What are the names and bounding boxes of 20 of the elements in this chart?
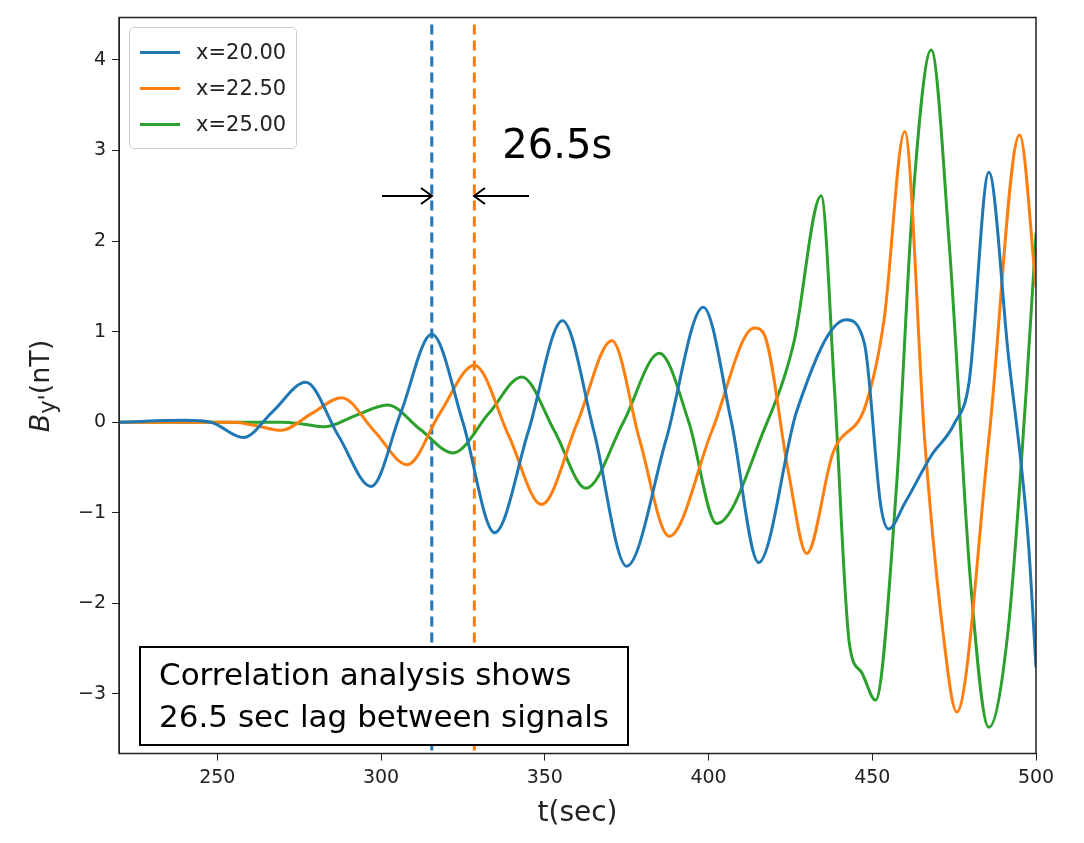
x-tick-label: 300 xyxy=(362,764,400,787)
y-tick-label: 3 xyxy=(93,137,107,160)
x-tick-label: 250 xyxy=(199,764,236,787)
legend-label: x=25.00 xyxy=(196,112,287,137)
y-tick-label: 2 xyxy=(93,228,107,250)
annotation: Correlation analysis shows 26.5 sec lag between signals xyxy=(139,645,629,746)
y-tick-label: −2 xyxy=(77,590,107,613)
y-tick-label: 1 xyxy=(93,318,107,341)
y-tick-label: −3 xyxy=(77,680,107,703)
x-tick-label: 350 xyxy=(526,764,563,787)
y-tick-label: 0 xyxy=(93,409,107,432)
x-tick-label: 400 xyxy=(690,764,727,787)
legend-label: x=20.00 xyxy=(196,40,287,65)
y-tick-label: −1 xyxy=(77,499,107,522)
annotation: 26.5s xyxy=(502,121,613,168)
y-tick-label: 4 xyxy=(93,46,107,69)
x-tick-label: 500 xyxy=(1017,764,1055,787)
x-axis-title: t(sec) xyxy=(537,795,618,829)
legend-label: x=22.50 xyxy=(196,76,287,101)
x-tick-label: 450 xyxy=(854,764,891,787)
